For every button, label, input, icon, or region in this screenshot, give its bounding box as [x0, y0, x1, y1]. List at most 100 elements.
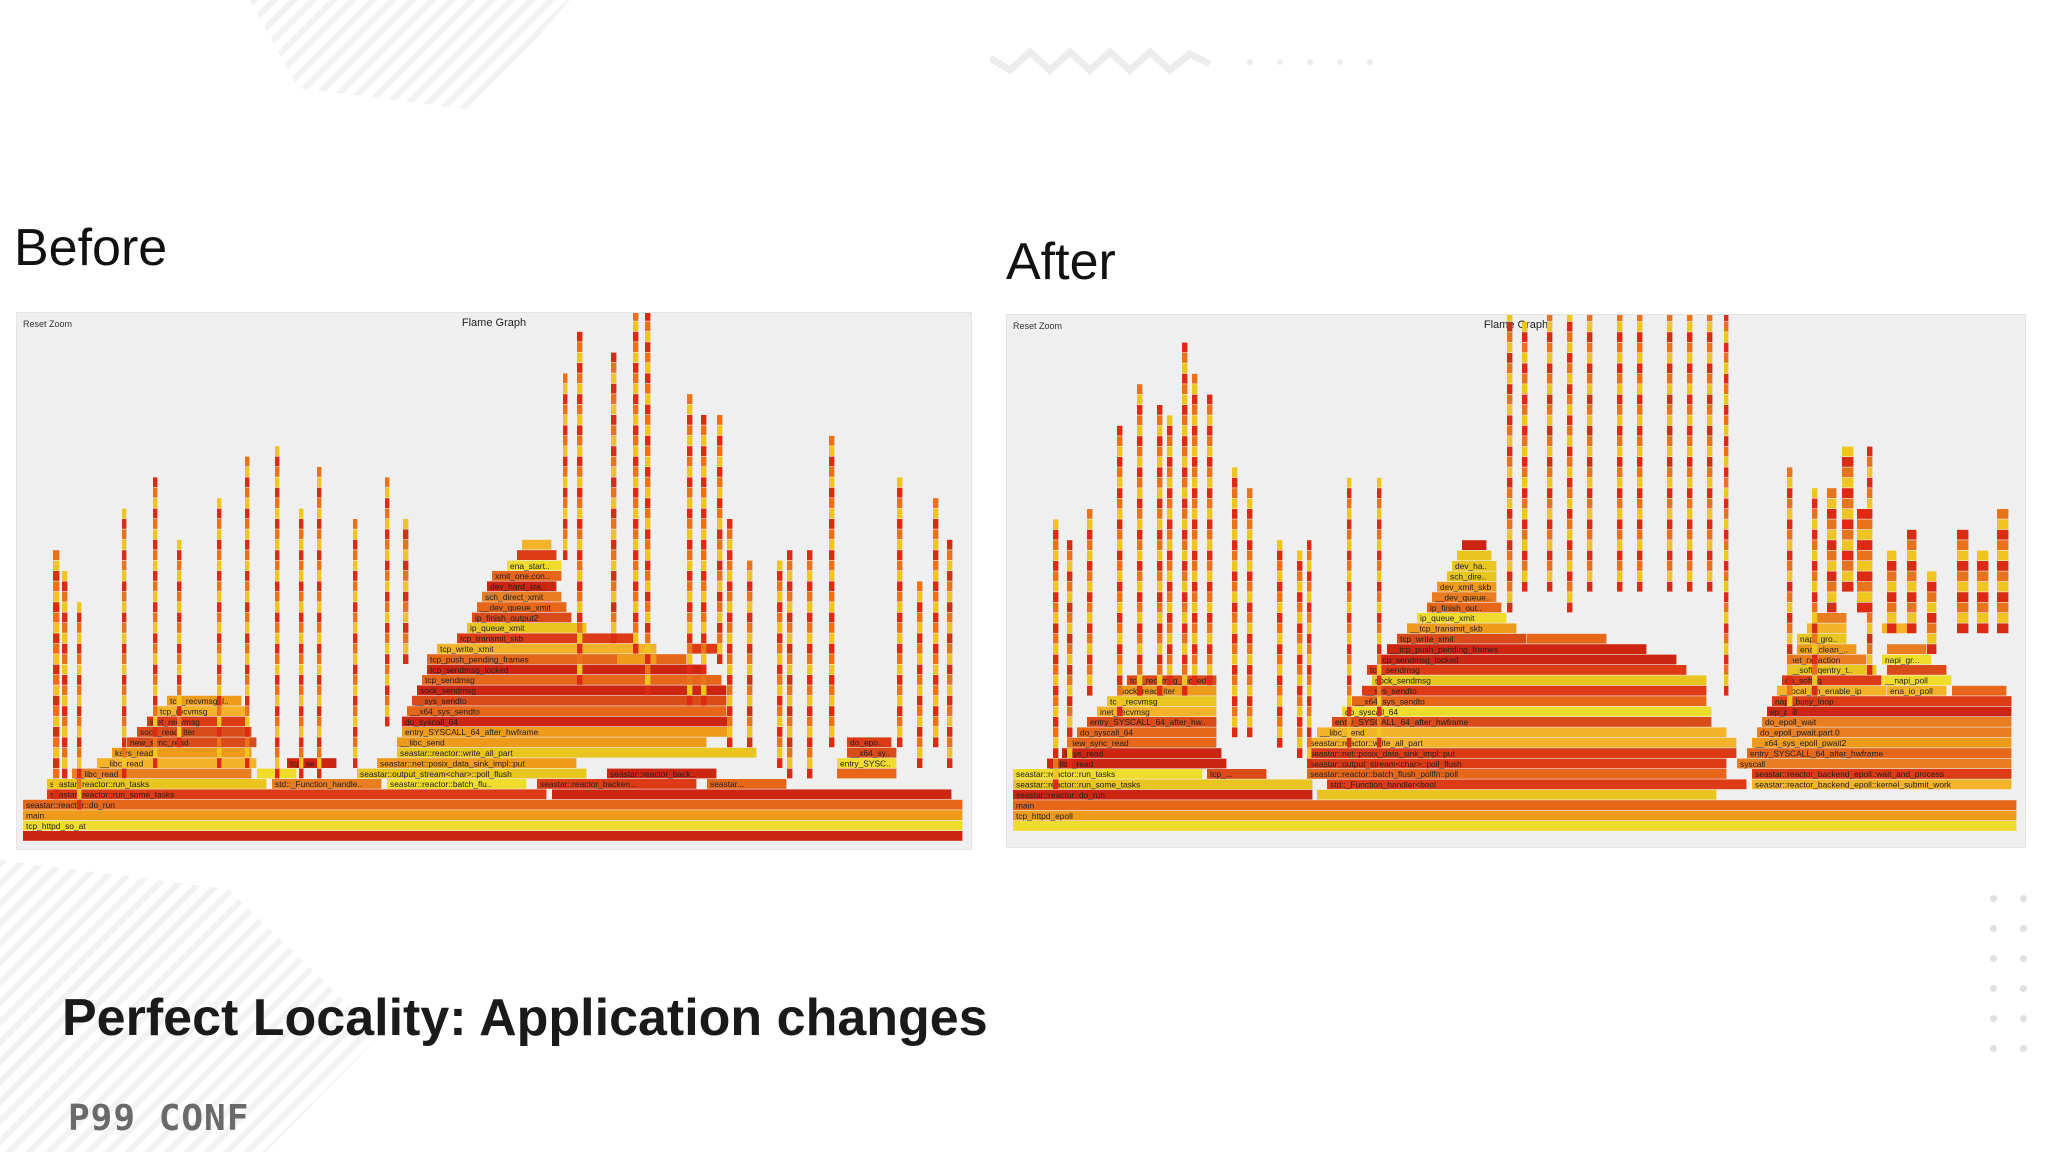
flame-frame[interactable]	[897, 529, 903, 540]
flame-frame[interactable]	[403, 581, 409, 592]
flame-frame[interactable]	[403, 654, 409, 664]
flame-frame[interactable]	[1347, 592, 1352, 602]
flame-frame[interactable]	[299, 539, 304, 550]
flame-frame[interactable]	[577, 404, 583, 415]
flame-frame[interactable]	[1157, 405, 1163, 415]
flame-frame[interactable]	[1887, 602, 1897, 613]
flame-frame[interactable]	[1157, 415, 1163, 426]
flame-frame[interactable]	[217, 571, 222, 581]
flame-frame[interactable]	[403, 550, 409, 560]
flame-frame[interactable]	[77, 716, 82, 727]
flame-frame[interactable]	[217, 612, 222, 623]
flame-frame[interactable]	[1522, 446, 1528, 457]
flame-frame[interactable]	[1347, 654, 1352, 665]
flame-frame[interactable]	[275, 654, 280, 664]
flame-frame[interactable]	[245, 654, 250, 664]
flame-frame[interactable]	[1587, 373, 1593, 384]
flame-frame[interactable]	[1587, 425, 1593, 436]
flame-frame[interactable]	[1724, 654, 1729, 665]
flame-frame[interactable]	[317, 477, 322, 488]
flame-frame[interactable]	[1637, 353, 1643, 363]
flame-frame[interactable]	[77, 623, 82, 633]
flame-frame[interactable]	[1192, 457, 1198, 467]
flame-frame[interactable]	[807, 623, 813, 633]
flame-frame[interactable]	[1547, 315, 1553, 322]
flame-frame[interactable]	[1277, 654, 1283, 665]
flame-frame[interactable]	[1377, 561, 1382, 571]
flame-frame[interactable]	[1567, 519, 1573, 530]
flame-frame[interactable]	[1087, 717, 1217, 727]
flame-frame[interactable]	[1567, 509, 1573, 519]
flame-frame[interactable]	[62, 654, 68, 664]
flame-frame[interactable]	[933, 581, 939, 592]
flame-frame[interactable]	[1247, 633, 1253, 644]
flame-frame[interactable]	[1232, 592, 1238, 602]
flame-frame[interactable]	[1053, 717, 1059, 727]
flame-frame[interactable]	[472, 612, 572, 623]
flame-frame[interactable]	[1347, 623, 1352, 634]
flame-frame[interactable]	[717, 435, 723, 446]
flame-frame[interactable]	[177, 737, 182, 748]
flame-frame[interactable]	[1087, 644, 1093, 654]
flame-frame[interactable]	[1724, 633, 1729, 644]
flame-frame[interactable]	[1567, 529, 1573, 540]
flame-frame[interactable]	[1842, 561, 1854, 571]
flame-frame[interactable]	[1157, 675, 1163, 686]
flame-frame[interactable]	[1397, 633, 1527, 644]
flame-frame[interactable]	[1307, 696, 1312, 706]
flame-frame[interactable]	[1182, 540, 1188, 550]
flame-frame[interactable]	[829, 602, 835, 612]
flame-frame[interactable]	[77, 685, 82, 696]
flame-frame[interactable]	[747, 643, 753, 654]
flame-frame[interactable]	[829, 727, 835, 737]
flame-frame[interactable]	[1547, 540, 1553, 550]
flame-frame[interactable]	[1137, 561, 1143, 571]
flame-frame[interactable]	[1957, 592, 1969, 602]
flame-frame[interactable]	[122, 727, 127, 737]
flame-frame[interactable]	[245, 685, 250, 696]
flame-frame[interactable]	[53, 654, 60, 664]
flame-frame[interactable]	[1087, 675, 1093, 686]
flame-frame[interactable]	[1192, 425, 1198, 436]
flame-frame[interactable]	[62, 623, 68, 633]
flame-frame[interactable]	[1247, 665, 1253, 675]
flame-frame[interactable]	[1307, 717, 1312, 727]
flame-frame[interactable]	[633, 602, 639, 612]
flame-frame[interactable]	[1724, 529, 1729, 540]
flame-frame[interactable]	[1157, 644, 1163, 654]
flame-frame[interactable]	[645, 571, 651, 581]
flame-frame[interactable]	[353, 623, 358, 633]
flame-frame[interactable]	[611, 550, 617, 560]
flame-frame[interactable]	[77, 768, 82, 779]
flame-frame[interactable]	[1277, 613, 1283, 623]
flame-frame[interactable]	[1067, 540, 1073, 550]
flame-frame[interactable]	[933, 643, 939, 654]
flame-frame[interactable]	[53, 591, 60, 602]
flame-frame[interactable]	[53, 747, 60, 758]
flame-frame[interactable]	[1207, 675, 1213, 686]
flame-frame[interactable]	[245, 571, 250, 581]
flame-frame[interactable]	[1507, 342, 1513, 353]
flame-frame[interactable]	[217, 695, 222, 706]
flame-frame[interactable]	[829, 487, 835, 498]
flame-frame[interactable]	[701, 664, 707, 675]
flame-frame[interactable]	[1507, 394, 1513, 405]
flame-frame[interactable]	[1522, 405, 1528, 415]
flame-frame[interactable]	[1687, 457, 1693, 467]
flame-frame[interactable]	[701, 467, 707, 477]
flame-frame[interactable]	[577, 539, 583, 550]
flame-frame[interactable]	[353, 706, 358, 716]
flame-frame[interactable]	[457, 633, 637, 644]
flame-frame[interactable]	[727, 675, 733, 685]
flame-frame[interactable]	[1667, 373, 1673, 384]
flame-frame[interactable]	[1247, 519, 1253, 530]
flame-frame[interactable]	[1882, 623, 1917, 634]
flame-frame[interactable]	[177, 581, 182, 592]
flame-frame[interactable]	[645, 425, 651, 436]
flame-frame[interactable]	[1507, 467, 1513, 478]
flame-frame[interactable]	[1192, 623, 1198, 634]
flame-frame[interactable]	[353, 612, 358, 623]
flame-frame[interactable]	[122, 664, 127, 675]
flame-frame[interactable]	[1107, 696, 1217, 706]
flame-frame[interactable]	[1207, 425, 1213, 436]
